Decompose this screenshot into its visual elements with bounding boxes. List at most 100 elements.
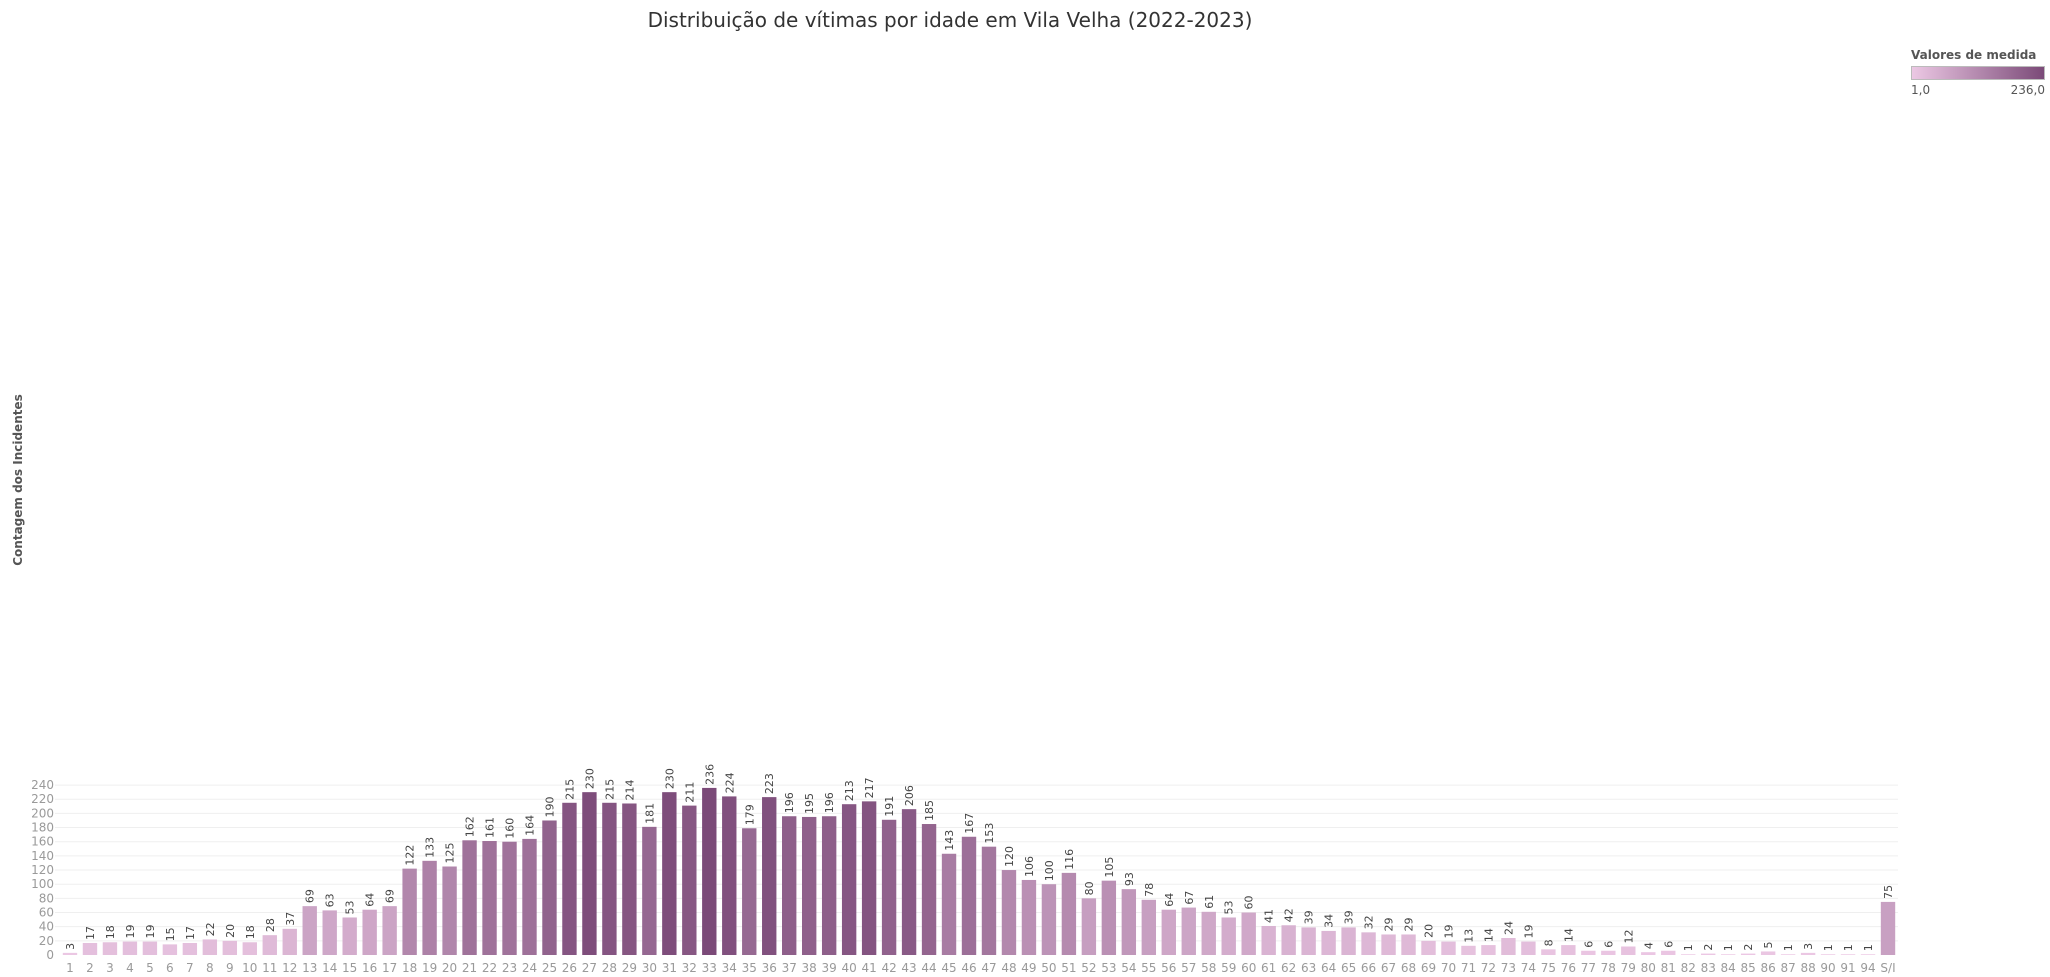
bar[interactable]	[282, 928, 297, 955]
bar[interactable]	[1720, 954, 1736, 955]
bar[interactable]	[1301, 927, 1316, 955]
bar[interactable]	[202, 939, 218, 955]
bar[interactable]	[1321, 930, 1336, 955]
bar[interactable]	[1421, 940, 1436, 955]
bar[interactable]	[162, 944, 178, 955]
bar[interactable]	[1701, 953, 1716, 955]
bar[interactable]	[1381, 934, 1396, 955]
bar[interactable]	[102, 942, 118, 955]
bar[interactable]	[542, 820, 557, 955]
bar[interactable]	[662, 792, 677, 955]
bar[interactable]	[1740, 953, 1756, 955]
bar[interactable]	[1021, 879, 1037, 955]
bar[interactable]	[562, 802, 577, 955]
bar[interactable]	[1281, 925, 1296, 955]
bar[interactable]	[1261, 925, 1276, 955]
bar[interactable]	[422, 860, 437, 955]
bar[interactable]	[1041, 884, 1057, 955]
bar[interactable]	[1581, 950, 1596, 955]
bar[interactable]	[961, 836, 977, 955]
bar[interactable]	[242, 942, 257, 955]
bar[interactable]	[222, 940, 238, 955]
bar[interactable]	[1481, 945, 1496, 955]
x-tick-label: 37	[782, 961, 797, 975]
bar[interactable]	[82, 942, 98, 955]
bar[interactable]	[682, 805, 697, 955]
bar[interactable]	[1141, 899, 1157, 955]
x-tick-label: 83	[1701, 961, 1716, 975]
bar[interactable]	[1001, 870, 1017, 955]
bar[interactable]	[1541, 949, 1556, 955]
bar[interactable]	[1081, 898, 1097, 955]
bar[interactable]	[841, 804, 857, 955]
bar[interactable]	[382, 906, 397, 955]
data-label: 2	[1742, 944, 1755, 951]
bar[interactable]	[1401, 934, 1416, 955]
bar[interactable]	[442, 866, 457, 956]
bar[interactable]	[1840, 954, 1856, 955]
bar[interactable]	[941, 853, 957, 955]
bar[interactable]	[1361, 932, 1376, 955]
bar[interactable]	[722, 796, 737, 955]
bar[interactable]	[1121, 889, 1137, 955]
bar[interactable]	[142, 941, 158, 955]
x-tick-label: 10	[242, 961, 257, 975]
bar[interactable]	[702, 787, 717, 955]
bar[interactable]	[1800, 952, 1816, 955]
color-legend[interactable]: Valores de medida 1,0 236,0	[1911, 48, 2045, 97]
bar[interactable]	[182, 942, 198, 955]
bar[interactable]	[762, 797, 777, 955]
bar[interactable]	[522, 838, 537, 955]
bar[interactable]	[1341, 927, 1356, 955]
bar[interactable]	[1161, 909, 1176, 955]
bar[interactable]	[1221, 917, 1236, 955]
bar[interactable]	[782, 816, 797, 955]
bar[interactable]	[1760, 951, 1776, 955]
bar[interactable]	[122, 941, 138, 955]
bar[interactable]	[742, 828, 757, 955]
bar[interactable]	[1521, 941, 1536, 955]
x-tick-label: 48	[1001, 961, 1016, 975]
bar[interactable]	[821, 816, 837, 955]
bar[interactable]	[1780, 954, 1796, 955]
bar[interactable]	[981, 846, 997, 955]
bar[interactable]	[342, 917, 357, 955]
bar[interactable]	[62, 952, 78, 955]
bar[interactable]	[302, 906, 317, 955]
bar[interactable]	[582, 792, 597, 955]
bar[interactable]	[502, 841, 517, 955]
bar[interactable]	[262, 935, 277, 955]
bar[interactable]	[1641, 952, 1656, 955]
bar[interactable]	[1241, 912, 1256, 955]
bar[interactable]	[1860, 954, 1876, 955]
bar[interactable]	[1820, 954, 1836, 955]
bar[interactable]	[1561, 945, 1576, 955]
data-label: 133	[424, 837, 437, 858]
bar[interactable]	[1181, 907, 1196, 955]
bar[interactable]	[1681, 954, 1696, 955]
bar[interactable]	[1441, 941, 1456, 955]
bar[interactable]	[881, 819, 897, 955]
bar[interactable]	[901, 809, 917, 955]
bar[interactable]	[462, 840, 477, 955]
bar[interactable]	[322, 910, 337, 955]
bar[interactable]	[921, 824, 937, 955]
bar[interactable]	[1101, 880, 1117, 955]
bar[interactable]	[1621, 946, 1636, 955]
bar[interactable]	[622, 803, 637, 955]
bar[interactable]	[1880, 901, 1896, 955]
bar[interactable]	[362, 909, 377, 955]
bar[interactable]	[602, 802, 617, 955]
bar[interactable]	[1661, 950, 1676, 955]
bar[interactable]	[1061, 872, 1077, 955]
bar[interactable]	[482, 841, 497, 955]
bar[interactable]	[402, 868, 417, 955]
bar[interactable]	[1501, 938, 1516, 955]
bar[interactable]	[801, 816, 817, 955]
bar[interactable]	[642, 826, 657, 955]
bar[interactable]	[1601, 950, 1616, 955]
bar[interactable]	[1201, 911, 1216, 955]
bar[interactable]	[861, 801, 877, 955]
bar[interactable]	[1461, 945, 1476, 955]
y-tick-label: 40	[39, 920, 54, 934]
